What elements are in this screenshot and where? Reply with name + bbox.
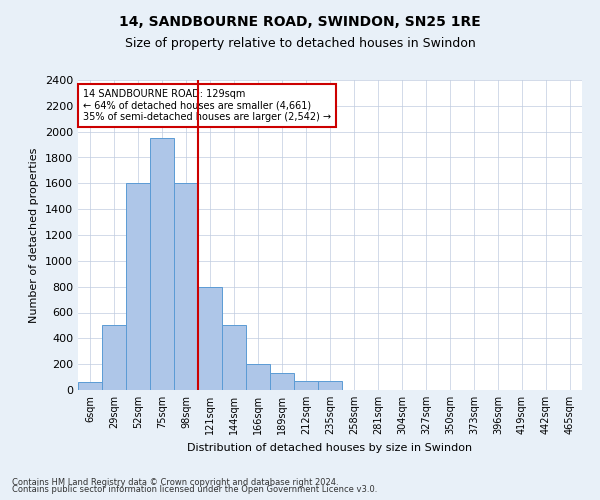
- Bar: [294, 381, 318, 390]
- Bar: [246, 364, 270, 390]
- Bar: [222, 326, 246, 390]
- Bar: [270, 373, 294, 390]
- Text: 14, SANDBOURNE ROAD, SWINDON, SN25 1RE: 14, SANDBOURNE ROAD, SWINDON, SN25 1RE: [119, 15, 481, 29]
- Text: Contains public sector information licensed under the Open Government Licence v3: Contains public sector information licen…: [12, 486, 377, 494]
- Bar: [198, 286, 222, 390]
- Bar: [126, 184, 150, 390]
- Bar: [174, 184, 198, 390]
- Bar: [102, 326, 126, 390]
- Bar: [150, 138, 174, 390]
- X-axis label: Distribution of detached houses by size in Swindon: Distribution of detached houses by size …: [187, 442, 473, 452]
- Bar: [78, 382, 102, 390]
- Text: Contains HM Land Registry data © Crown copyright and database right 2024.: Contains HM Land Registry data © Crown c…: [12, 478, 338, 487]
- Text: 14 SANDBOURNE ROAD: 129sqm
← 64% of detached houses are smaller (4,661)
35% of s: 14 SANDBOURNE ROAD: 129sqm ← 64% of deta…: [83, 90, 331, 122]
- Y-axis label: Number of detached properties: Number of detached properties: [29, 148, 40, 322]
- Text: Size of property relative to detached houses in Swindon: Size of property relative to detached ho…: [125, 38, 475, 51]
- Bar: [318, 381, 342, 390]
